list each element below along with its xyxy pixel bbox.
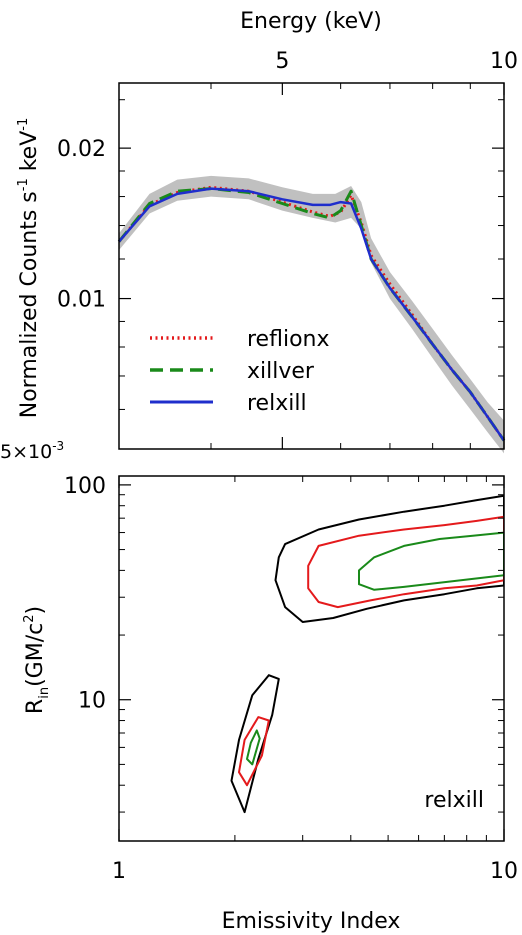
contour-plot-frame [118,475,505,842]
contour-annotation: relxill [424,788,484,813]
y-tick-label-5e-3: 5×10-3 [0,439,64,463]
y-tick-label-0.01: 0.01 [57,288,106,313]
contour-panel: 1 10 10 100 Emissivity Index Rin(GM/c2) rel… [22,474,518,934]
y-tick-label-10: 10 [78,689,106,714]
legend: reflionx xillver relxill [150,327,330,416]
y-tick-label-0.02: 0.02 [57,137,106,162]
top-y-axis-label: Normalized Counts s-1 keV-1 [16,118,42,419]
y-tick-label-100: 100 [64,474,106,499]
bottom-x-axis-label: Emissivity Index [222,909,401,934]
contour-inner-5 [246,729,261,766]
contour-middle-3 [238,716,270,787]
spectrum-plot-frame [118,82,505,450]
data-band-group [119,175,504,454]
legend-label-xillver: xillver [247,359,315,384]
x-tick-label-1: 1 [112,859,126,884]
model-lines-group [117,185,506,442]
spectrum-ticks-group: 5 10 0.02 0.01 [57,49,518,449]
contour-ticks-group: 1 10 10 100 [64,474,518,884]
legend-label-reflionx: reflionx [247,327,330,352]
x-tick-label-10: 10 [490,49,518,74]
spectrum-panel: 5 10 0.02 0.01 Energy (keV) Normalized Coun… [0,9,518,463]
series-line-relxill [118,187,506,442]
data-band [119,175,504,454]
x-tick-label-5: 5 [275,49,289,74]
contour-inner-4 [358,531,504,591]
contour-middle-2 [307,515,504,609]
bottom-y-axis-label: Rin(GM/c2) [22,606,52,714]
contour-lines-group [230,494,504,814]
legend-label-relxill: relxill [247,391,307,416]
contour-outer-1 [230,674,280,814]
x-tick-label-10: 10 [490,859,518,884]
series-line-xillver [117,187,506,442]
contour-outer-0 [274,494,504,623]
top-x-axis-label: Energy (keV) [240,9,382,34]
contour-shapes [230,494,504,814]
